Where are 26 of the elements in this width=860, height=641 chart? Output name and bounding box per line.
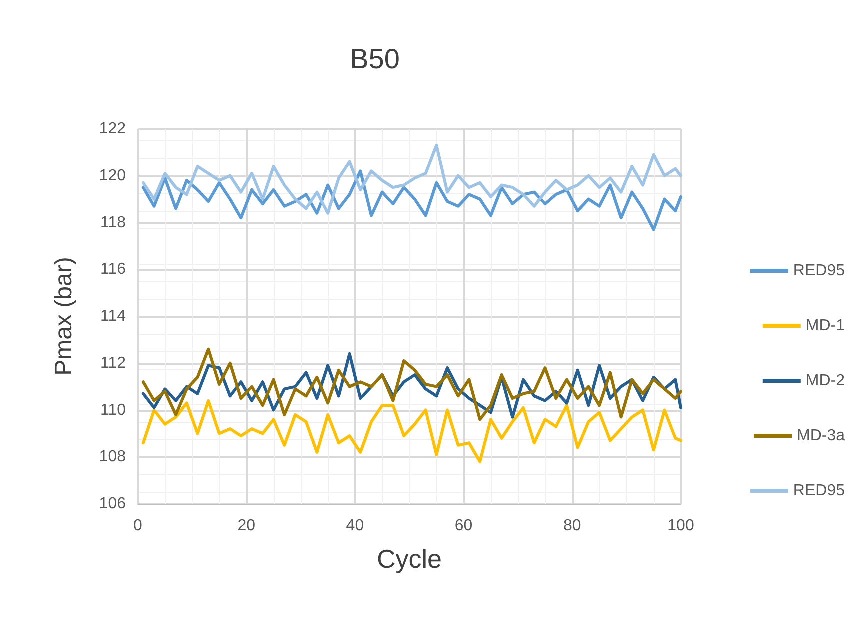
- y-axis-title: Pmax (bar): [50, 257, 78, 376]
- y-tick-label: 108: [99, 448, 126, 466]
- y-tick-label: 122: [99, 120, 126, 138]
- x-tick-label: 20: [238, 518, 256, 534]
- x-tick-label: 60: [454, 518, 473, 534]
- x-tick-label: 0: [134, 518, 143, 534]
- legend-label: MD-1: [806, 318, 846, 334]
- legend-label: RED95: [793, 262, 846, 280]
- y-tick-label: 110: [100, 402, 126, 419]
- chart-title: B50: [350, 44, 400, 74]
- y-tick-label: 114: [100, 308, 126, 325]
- y-tick-label: 112: [100, 354, 126, 372]
- y-tick-label: 120: [99, 167, 126, 184]
- line-series: [142, 170, 682, 232]
- legend-label: RED95: [793, 482, 846, 500]
- y-tick-label: 118: [100, 214, 126, 232]
- x-tick-label: 40: [346, 518, 364, 534]
- x-tick-label: 100: [668, 518, 694, 534]
- y-tick-label: 116: [100, 261, 126, 278]
- line-series: [142, 399, 682, 464]
- line-series: [142, 144, 682, 215]
- legend-label: MD-2: [806, 372, 846, 390]
- y-tick-label: 106: [99, 496, 126, 512]
- legend-label: MD-3a: [796, 428, 846, 444]
- x-axis-title: Cycle: [376, 544, 442, 574]
- x-tick-label: 80: [564, 518, 582, 534]
